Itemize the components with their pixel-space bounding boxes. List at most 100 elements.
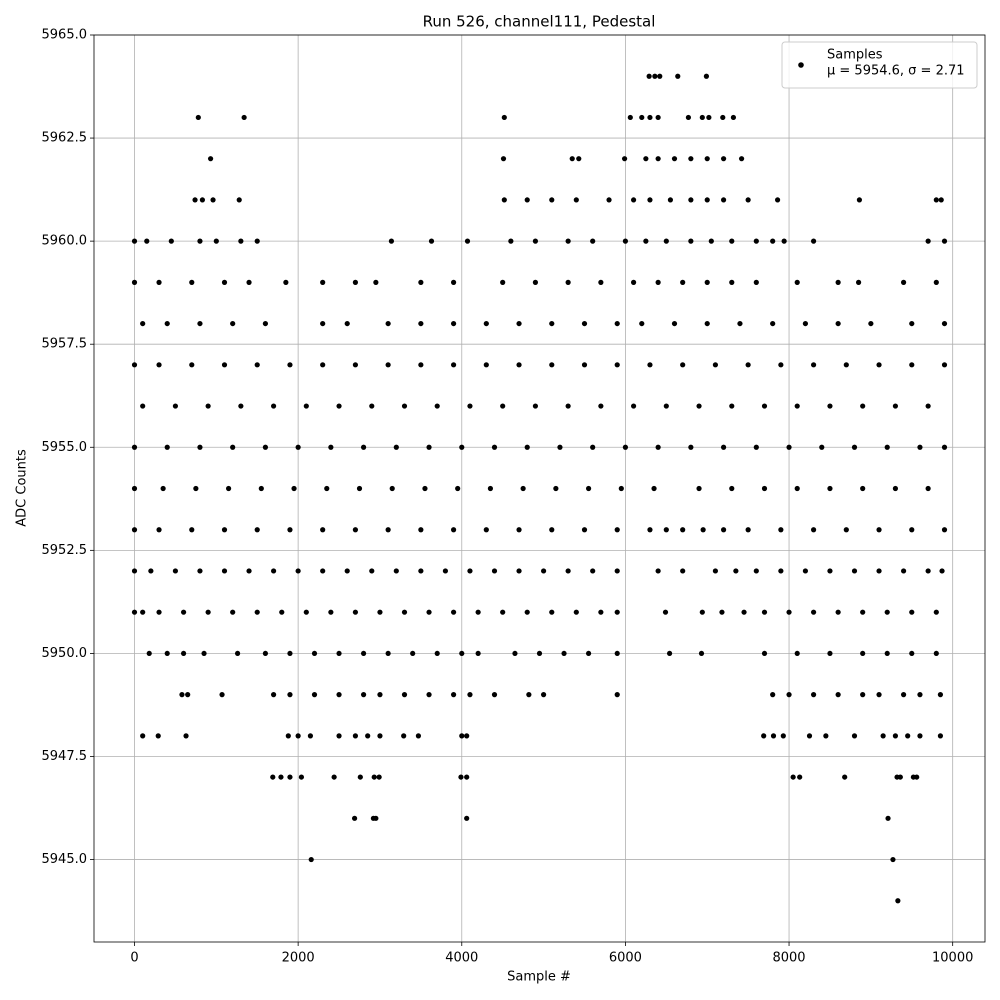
point [179,692,185,698]
point [745,362,751,368]
point [295,733,301,739]
point [761,485,768,492]
point [778,527,784,533]
point [185,692,191,698]
point [146,650,152,657]
point [295,568,301,574]
point [827,650,833,657]
point [941,320,948,327]
x-tick-label: 0 [130,951,138,966]
point [377,733,383,739]
point [827,568,833,574]
point [627,114,633,121]
point [576,156,582,162]
point [688,444,694,450]
point [790,774,796,780]
point [941,527,948,533]
point [565,568,571,574]
plot-frame [93,34,986,943]
point [458,774,464,780]
point [933,650,939,657]
point [630,279,637,285]
point [770,320,776,327]
point [741,609,747,615]
point [418,362,424,368]
point [895,898,901,904]
point [262,320,269,327]
point [428,238,435,244]
point [418,279,424,285]
point [285,733,291,739]
x-tick-label: 10000 [932,951,973,966]
point [164,444,170,450]
point [860,609,866,615]
x-axis-label: Sample # [507,970,571,985]
point [283,279,289,285]
point [360,692,367,698]
point [933,609,939,615]
point [667,197,674,203]
point [720,156,727,162]
point [205,609,211,615]
point [236,197,242,203]
point [183,733,189,739]
point [164,320,170,327]
point [614,362,620,368]
point [868,320,874,327]
point [770,238,776,244]
point [730,114,737,121]
point [860,403,866,409]
point [320,279,326,285]
point [639,320,645,327]
point [520,485,526,492]
point [675,73,681,79]
y-tick-label: 5960.0 [42,234,88,249]
point [352,733,359,739]
point [835,279,841,285]
point [720,114,726,121]
point [320,527,326,533]
point [622,444,629,450]
legend-box [781,41,978,89]
point [254,362,260,368]
point [450,320,457,327]
point [320,320,326,327]
point [254,238,260,244]
point [287,774,293,780]
point [810,527,817,533]
point [909,650,915,657]
point [573,609,579,615]
point [753,444,759,450]
point [197,568,203,574]
y-tick-label: 5950.0 [42,646,88,661]
point [794,650,800,657]
point [140,320,146,327]
point [618,485,624,492]
point [651,485,657,492]
point [287,692,293,698]
point [279,609,285,615]
point [270,568,277,574]
y-tick-label: 5962.5 [42,131,88,146]
point [917,444,923,450]
point [700,527,706,533]
point [295,444,301,450]
point [455,485,461,492]
point [780,733,786,739]
point [880,733,886,739]
point [385,527,391,533]
point [180,650,187,657]
point [655,444,661,450]
point [371,774,377,780]
point [164,650,170,657]
point [900,568,907,574]
point [905,733,911,739]
point [622,238,629,244]
point [892,403,899,409]
point [614,650,620,657]
point [696,485,702,492]
point [262,650,269,657]
point [352,362,359,368]
point [639,114,645,121]
point [180,609,187,615]
